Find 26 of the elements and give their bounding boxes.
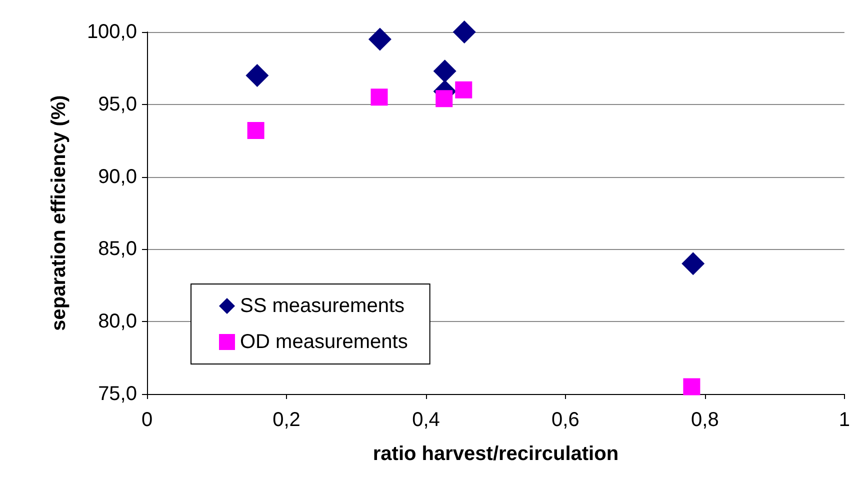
point — [436, 90, 453, 108]
point — [455, 81, 472, 98]
point — [682, 252, 705, 276]
x-tick-label: 0 — [141, 409, 153, 431]
point — [247, 122, 264, 139]
x-tick-label: 0,6 — [552, 409, 580, 431]
point — [452, 20, 476, 44]
x-tick-label: 0,4 — [412, 409, 440, 431]
point — [683, 378, 700, 396]
y-tick-label: 100,0 — [86, 21, 137, 43]
legend-label: SS measurements — [240, 295, 405, 317]
point — [370, 88, 388, 106]
x-axis-title: ratio harvest/recirculation — [372, 443, 619, 465]
y-tick-label: 80,0 — [98, 310, 137, 333]
y-axis-title: separation efficiency (%) — [48, 95, 70, 331]
x-tick-label: 0,8 — [691, 409, 719, 431]
x-tick-label: 0,2 — [272, 409, 300, 431]
legend-label: OD measurements — [240, 331, 408, 353]
y-tick-label: 75,0 — [98, 383, 137, 405]
point — [433, 60, 456, 83]
point — [246, 64, 269, 87]
y-tick-label: 95,0 — [98, 93, 137, 116]
y-tick-label: 85,0 — [98, 238, 137, 260]
y-tick-label: 90,0 — [98, 166, 137, 188]
x-tick-label: 1 — [838, 409, 850, 431]
point — [368, 28, 392, 51]
